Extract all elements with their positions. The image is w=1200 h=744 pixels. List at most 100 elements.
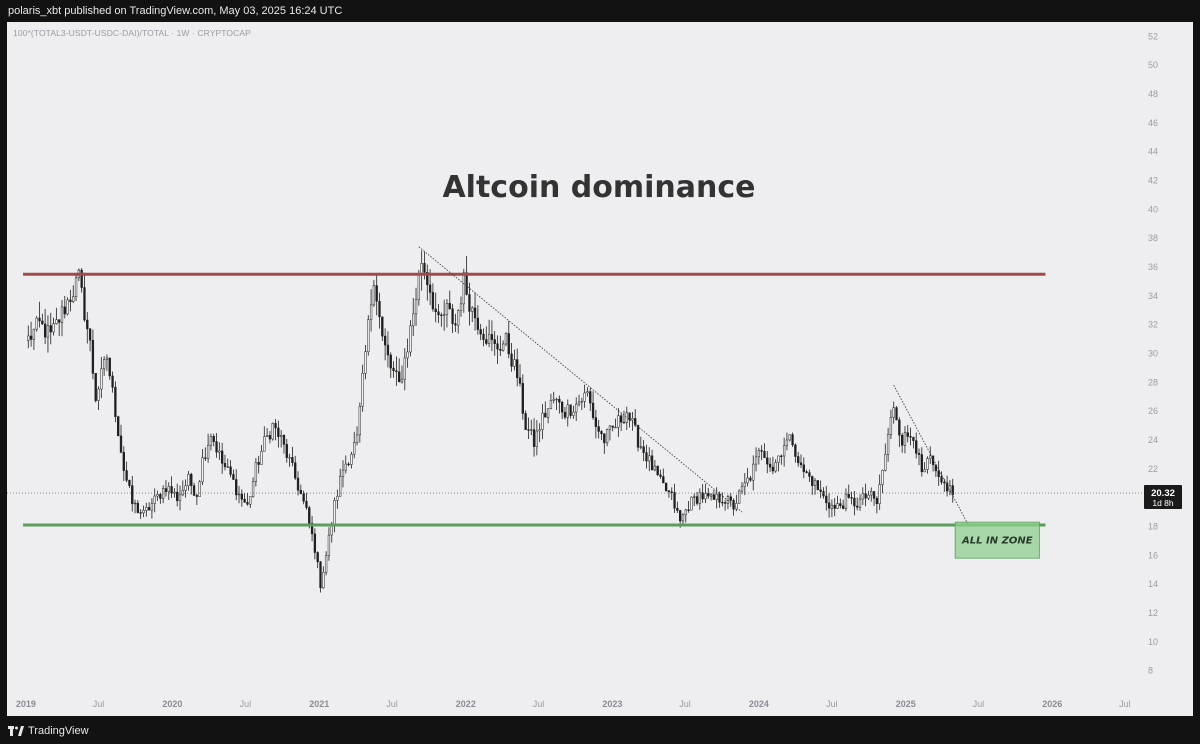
candle[interactable] bbox=[88, 328, 92, 352]
candle[interactable] bbox=[462, 268, 465, 313]
candle[interactable] bbox=[344, 455, 347, 474]
candle[interactable] bbox=[237, 485, 241, 504]
candle[interactable] bbox=[147, 502, 151, 511]
candle[interactable] bbox=[670, 487, 673, 501]
candle[interactable] bbox=[442, 299, 446, 331]
brand-name[interactable]: TradingView bbox=[28, 725, 89, 737]
candle[interactable] bbox=[830, 499, 834, 518]
last-price-tag[interactable] bbox=[1144, 485, 1182, 510]
candle[interactable] bbox=[698, 488, 701, 510]
candle[interactable] bbox=[139, 509, 142, 520]
candle[interactable] bbox=[903, 426, 907, 454]
candle[interactable] bbox=[192, 482, 196, 497]
candle[interactable] bbox=[563, 407, 567, 420]
candle[interactable] bbox=[906, 424, 909, 443]
candle[interactable] bbox=[552, 391, 555, 404]
candle[interactable] bbox=[538, 423, 541, 443]
candle[interactable] bbox=[799, 454, 803, 468]
candle[interactable] bbox=[333, 497, 336, 533]
candle[interactable] bbox=[811, 475, 814, 495]
candle[interactable] bbox=[49, 312, 52, 345]
candle[interactable] bbox=[507, 320, 510, 359]
candle[interactable] bbox=[91, 329, 95, 380]
candle[interactable] bbox=[645, 444, 648, 469]
candle[interactable] bbox=[125, 461, 128, 483]
candle[interactable] bbox=[718, 491, 721, 508]
candle[interactable] bbox=[577, 394, 581, 407]
candle[interactable] bbox=[740, 481, 744, 495]
candle[interactable] bbox=[257, 455, 260, 474]
candle[interactable] bbox=[468, 282, 471, 326]
candle[interactable] bbox=[164, 480, 168, 497]
candle[interactable] bbox=[313, 528, 317, 560]
candle[interactable] bbox=[156, 490, 159, 501]
candle[interactable] bbox=[825, 485, 828, 511]
trendline[interactable] bbox=[418, 246, 743, 513]
candle[interactable] bbox=[681, 513, 685, 524]
candle[interactable] bbox=[684, 508, 687, 523]
candle[interactable] bbox=[58, 319, 61, 337]
candle[interactable] bbox=[768, 457, 772, 472]
candle[interactable] bbox=[729, 492, 732, 507]
candle[interactable] bbox=[386, 331, 390, 368]
candle[interactable] bbox=[695, 491, 699, 506]
candle[interactable] bbox=[937, 460, 940, 486]
candle[interactable] bbox=[951, 478, 954, 503]
candle[interactable] bbox=[917, 448, 921, 466]
candle[interactable] bbox=[201, 449, 204, 486]
candle[interactable] bbox=[628, 412, 631, 428]
candle[interactable] bbox=[819, 480, 822, 499]
candle[interactable] bbox=[676, 501, 679, 513]
candle[interactable] bbox=[426, 264, 429, 301]
candle[interactable] bbox=[853, 490, 856, 516]
candle[interactable] bbox=[263, 426, 266, 452]
tradingview-logo-icon[interactable] bbox=[8, 726, 24, 736]
candle[interactable] bbox=[392, 361, 395, 378]
candle[interactable] bbox=[215, 432, 218, 458]
candle[interactable] bbox=[448, 290, 451, 310]
candle[interactable] bbox=[833, 497, 836, 517]
candle[interactable] bbox=[561, 400, 564, 420]
candle[interactable] bbox=[530, 419, 533, 436]
candle[interactable] bbox=[437, 304, 440, 324]
candle[interactable] bbox=[249, 496, 252, 508]
candle[interactable] bbox=[504, 332, 508, 347]
candle[interactable] bbox=[605, 428, 609, 447]
candle[interactable] bbox=[355, 426, 359, 446]
candle[interactable] bbox=[760, 445, 763, 461]
candle[interactable] bbox=[549, 393, 553, 410]
candle[interactable] bbox=[229, 460, 232, 478]
candle[interactable] bbox=[445, 298, 449, 328]
candle[interactable] bbox=[934, 464, 938, 478]
candle[interactable] bbox=[240, 489, 243, 507]
candle[interactable] bbox=[277, 420, 280, 448]
candle[interactable] bbox=[451, 304, 454, 334]
candle[interactable] bbox=[27, 325, 30, 349]
candle[interactable] bbox=[839, 498, 842, 509]
candle[interactable] bbox=[867, 490, 870, 501]
candle[interactable] bbox=[454, 313, 457, 332]
candle[interactable] bbox=[153, 488, 156, 513]
candle[interactable] bbox=[198, 480, 201, 497]
candle[interactable] bbox=[251, 477, 255, 498]
candle[interactable] bbox=[74, 272, 78, 302]
candle[interactable] bbox=[524, 410, 527, 430]
candle[interactable] bbox=[858, 494, 862, 511]
candle[interactable] bbox=[420, 250, 423, 291]
candle[interactable] bbox=[929, 446, 932, 464]
candle[interactable] bbox=[690, 496, 693, 511]
candle[interactable] bbox=[611, 425, 614, 432]
candle[interactable] bbox=[187, 471, 190, 491]
candle[interactable] bbox=[892, 401, 895, 424]
candle[interactable] bbox=[693, 493, 696, 507]
candle[interactable] bbox=[226, 458, 229, 468]
candle[interactable] bbox=[409, 320, 412, 357]
candle[interactable] bbox=[305, 492, 308, 510]
candle[interactable] bbox=[327, 527, 331, 561]
candle[interactable] bbox=[173, 488, 176, 498]
candle[interactable] bbox=[235, 469, 238, 501]
candle[interactable] bbox=[535, 420, 539, 456]
candle[interactable] bbox=[636, 424, 640, 452]
candle[interactable] bbox=[746, 468, 749, 487]
candle[interactable] bbox=[861, 487, 864, 505]
